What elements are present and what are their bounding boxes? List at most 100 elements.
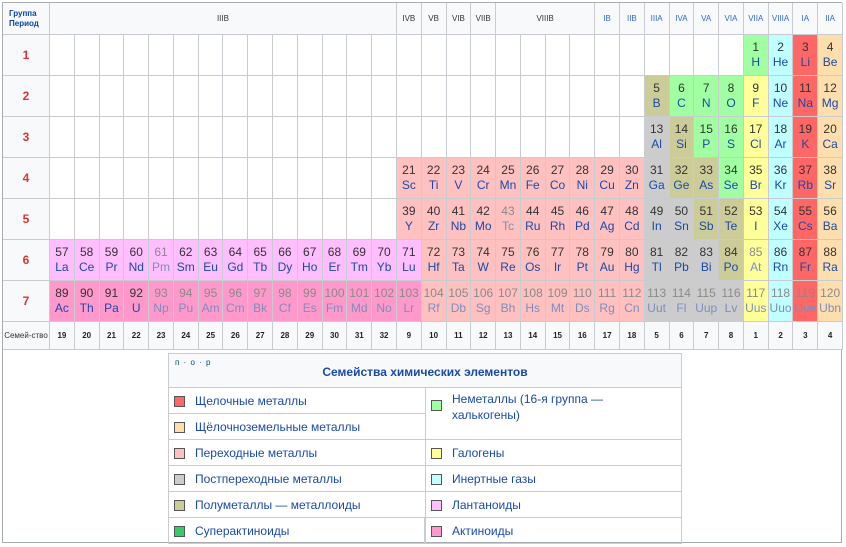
element-cell-np[interactable]: 93 Np bbox=[149, 281, 174, 322]
element-cell-nb[interactable]: 41 Nb bbox=[446, 199, 472, 240]
element-cell-lv[interactable]: 116 Lv bbox=[719, 281, 744, 322]
element-cell-re[interactable]: 75 Re bbox=[496, 240, 521, 281]
element-cell-w[interactable]: 74 W bbox=[471, 240, 497, 281]
element-cell-mn[interactable]: 25 Mn bbox=[496, 158, 521, 199]
element-symbol[interactable]: Fm bbox=[325, 301, 344, 315]
element-symbol[interactable]: F bbox=[752, 96, 760, 110]
element-symbol[interactable]: Be bbox=[822, 55, 838, 69]
element-cell-mt[interactable]: 109 Mt bbox=[545, 281, 571, 322]
group-header-vib[interactable]: VIB bbox=[446, 3, 472, 35]
element-cell-ubn[interactable]: 120 Ubn bbox=[818, 281, 843, 322]
group-header-ib[interactable]: IB bbox=[595, 3, 620, 35]
element-cell-pu[interactable]: 94 Pu bbox=[173, 281, 199, 322]
element-cell-mg[interactable]: 12 Mg bbox=[818, 76, 843, 117]
element-cell-pr[interactable]: 59 Pr bbox=[99, 240, 125, 281]
element-cell-uue[interactable]: 119 Uue bbox=[793, 281, 819, 322]
element-symbol[interactable]: Pm bbox=[152, 260, 171, 274]
element-cell-sg[interactable]: 106 Sg bbox=[471, 281, 497, 322]
element-cell-as[interactable]: 33 As bbox=[694, 158, 720, 199]
element-cell-ru[interactable]: 44 Ru bbox=[520, 199, 546, 240]
element-symbol[interactable]: I bbox=[754, 219, 758, 233]
element-cell-tm[interactable]: 69 Tm bbox=[347, 240, 373, 281]
element-cell-la[interactable]: 57 La bbox=[50, 240, 75, 281]
element-cell-eu[interactable]: 63 Eu bbox=[198, 240, 224, 281]
element-cell-si[interactable]: 14 Si bbox=[669, 117, 695, 158]
element-symbol[interactable]: Ubn bbox=[819, 301, 842, 315]
element-symbol[interactable]: Mg bbox=[821, 96, 839, 110]
element-cell-zn[interactable]: 30 Zn bbox=[619, 158, 645, 199]
element-symbol[interactable]: Os bbox=[525, 260, 541, 274]
element-symbol[interactable]: Es bbox=[302, 301, 317, 315]
element-symbol[interactable]: Ca bbox=[822, 137, 838, 151]
element-symbol[interactable]: Yb bbox=[376, 260, 392, 274]
element-symbol[interactable]: Ti bbox=[428, 178, 439, 192]
element-symbol[interactable]: Se bbox=[723, 178, 739, 192]
element-symbol[interactable]: B bbox=[652, 96, 661, 110]
group-header-viiia[interactable]: VIIIA bbox=[768, 3, 794, 35]
element-cell-xe[interactable]: 54 Xe bbox=[768, 199, 794, 240]
element-symbol[interactable]: Hg bbox=[624, 260, 640, 274]
element-cell-ge[interactable]: 32 Ge bbox=[669, 158, 695, 199]
element-symbol[interactable]: Sm bbox=[176, 260, 195, 274]
element-cell-u[interactable]: 92 U bbox=[124, 281, 150, 322]
element-symbol[interactable]: Cl bbox=[750, 137, 762, 151]
legend-label[interactable]: Постпереходные металлы bbox=[195, 472, 342, 486]
element-cell-fm[interactable]: 100 Fm bbox=[322, 281, 348, 322]
element-symbol[interactable]: Cr bbox=[476, 178, 490, 192]
element-cell-es[interactable]: 99 Es bbox=[297, 281, 323, 322]
legend-nav-links[interactable]: п · о · р bbox=[175, 358, 212, 367]
element-symbol[interactable]: Bh bbox=[500, 301, 516, 315]
element-cell-lr[interactable]: 103 Lr bbox=[396, 281, 422, 322]
period-label-6[interactable]: 6 bbox=[3, 240, 50, 281]
element-symbol[interactable]: Lu bbox=[402, 260, 416, 274]
legend-label[interactable]: Переходные металлы bbox=[195, 446, 318, 460]
element-symbol[interactable]: Ho bbox=[302, 260, 318, 274]
element-cell-md[interactable]: 101 Md bbox=[347, 281, 373, 322]
element-symbol[interactable]: Hf bbox=[427, 260, 440, 274]
element-symbol[interactable]: Lv bbox=[724, 301, 738, 315]
element-cell-os[interactable]: 76 Os bbox=[520, 240, 546, 281]
group-header-ia[interactable]: IA bbox=[793, 3, 819, 35]
element-symbol[interactable]: Pd bbox=[574, 219, 590, 233]
element-cell-ba[interactable]: 56 Ba bbox=[818, 199, 843, 240]
element-symbol[interactable]: Pt bbox=[576, 260, 588, 274]
element-symbol[interactable]: Ga bbox=[648, 178, 665, 192]
element-cell-ra[interactable]: 88 Ra bbox=[818, 240, 843, 281]
element-cell-cn[interactable]: 112 Cn bbox=[619, 281, 645, 322]
group-header-viia[interactable]: VIIA bbox=[743, 3, 769, 35]
element-symbol[interactable]: Dy bbox=[277, 260, 293, 274]
element-symbol[interactable]: Co bbox=[549, 178, 566, 192]
element-symbol[interactable]: Md bbox=[350, 301, 368, 315]
element-cell-kr[interactable]: 36 Kr bbox=[768, 158, 794, 199]
element-cell-fl[interactable]: 114 Fl bbox=[669, 281, 695, 322]
element-symbol[interactable]: Mn bbox=[499, 178, 517, 192]
legend-label[interactable]: Инертные газы bbox=[452, 472, 536, 486]
element-symbol[interactable]: Zn bbox=[624, 178, 639, 192]
element-cell-cm[interactable]: 96 Cm bbox=[223, 281, 249, 322]
element-cell-no[interactable]: 102 No bbox=[372, 281, 397, 322]
element-symbol[interactable]: Al bbox=[651, 137, 662, 151]
group-header-iiia[interactable]: IIIA bbox=[644, 3, 670, 35]
element-cell-te[interactable]: 52 Te bbox=[719, 199, 744, 240]
element-cell-er[interactable]: 68 Er bbox=[322, 240, 348, 281]
element-symbol[interactable]: Br bbox=[749, 178, 762, 192]
element-symbol[interactable]: Uue bbox=[794, 301, 817, 315]
group-header-via[interactable]: VIA bbox=[719, 3, 744, 35]
element-symbol[interactable]: Li bbox=[800, 55, 810, 69]
legend-label[interactable]: Лантаноиды bbox=[452, 498, 521, 512]
element-cell-ce[interactable]: 58 Ce bbox=[74, 240, 100, 281]
element-cell-fe[interactable]: 26 Fe bbox=[520, 158, 546, 199]
element-cell-bk[interactable]: 97 Bk bbox=[248, 281, 274, 322]
element-cell-co[interactable]: 27 Co bbox=[545, 158, 571, 199]
element-symbol[interactable]: Bi bbox=[700, 260, 712, 274]
element-symbol[interactable]: Rb bbox=[797, 178, 813, 192]
element-cell-sr[interactable]: 38 Sr bbox=[818, 158, 843, 199]
element-symbol[interactable]: Cm bbox=[226, 301, 245, 315]
element-symbol[interactable]: Tc bbox=[501, 219, 514, 233]
period-label-1[interactable]: 1 bbox=[3, 35, 50, 76]
element-cell-rb[interactable]: 37 Rb bbox=[793, 158, 819, 199]
legend-label[interactable]: Суперактиноиды bbox=[195, 524, 290, 538]
